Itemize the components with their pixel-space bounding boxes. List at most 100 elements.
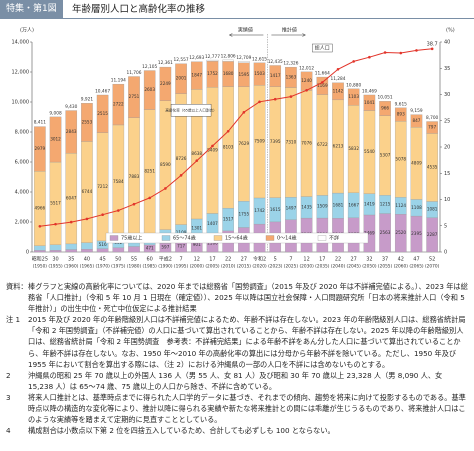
rate-point	[85, 217, 89, 221]
chart: (万人) (%) 0 2,000 4,000 6,000 8,000 10,000 12,0…	[12, 27, 455, 270]
segment-label: 1595	[239, 72, 250, 77]
y2-tick-label: 40	[444, 40, 450, 46]
y-tick-label: 14,000	[12, 40, 30, 46]
total-label: 12,105	[142, 64, 157, 70]
note: 資料： 棒グラフと実線の高齢化率については、2020 年までは総務省「国勢調査」（…	[6, 281, 468, 314]
note-key: 2	[6, 370, 11, 380]
bar-segment	[363, 94, 376, 111]
legend-swatch	[265, 235, 275, 241]
arrow	[271, 33, 306, 37]
y-tick-label: 10,000	[12, 100, 30, 106]
segment-label: 8638	[191, 151, 202, 156]
legend-label: 75歳以上	[121, 235, 142, 242]
x-era-label: 5	[274, 257, 277, 263]
x-era-label: 50	[115, 257, 121, 263]
rate-point	[415, 49, 418, 52]
x-era-label: 12	[303, 257, 309, 263]
rate-point	[336, 68, 340, 71]
legend-swatch	[109, 235, 119, 241]
y-tick-label: 2,000	[15, 220, 29, 226]
bar-segment	[65, 243, 78, 250]
bar-segment	[34, 250, 46, 253]
segment-label: 1103	[348, 94, 359, 99]
legend-label: 不詳	[329, 235, 339, 242]
y-tick-label: 12,000	[12, 70, 30, 76]
y-tick-label: 0	[26, 250, 29, 256]
total-label: 10,469	[362, 88, 377, 94]
x-era-label: 22	[225, 257, 231, 263]
x-tick-label: (2035)	[315, 264, 330, 270]
x-tick-label: (1965)	[80, 264, 95, 270]
bar-segment	[81, 242, 93, 250]
segment-label: 7395	[270, 139, 281, 144]
total-label: 11,194	[111, 78, 126, 84]
figure-tag: 特集・第1図	[0, 0, 63, 19]
x-era-label: 27	[241, 257, 247, 263]
segment-label: 893	[397, 111, 405, 116]
bar-segment	[128, 76, 140, 118]
note: 4 構成割合は小数点以下第 2 位を四捨五入しているため、合計しても必ずしも 10…	[6, 425, 468, 436]
segment-label: 1680	[223, 71, 234, 76]
notes: 資料： 棒グラフと実線の高齢化率については、2020 年までは総務省「国勢調査」（…	[6, 281, 468, 436]
y-unit: (万人)	[20, 28, 34, 34]
arrow	[229, 33, 264, 37]
total-label: 9,921	[81, 97, 94, 103]
y2-tick-label: 5	[444, 223, 447, 229]
rate-point	[383, 51, 387, 54]
rate-point	[226, 129, 230, 133]
segment-label: 1215	[380, 201, 391, 206]
rate-point	[321, 81, 324, 84]
y2-tick-label: 0	[444, 250, 447, 256]
legend-label: 0〜14歳	[277, 235, 297, 242]
segment-label: 2553	[82, 119, 93, 124]
bar-segment	[49, 244, 62, 251]
segment-label: 1417	[270, 73, 281, 78]
x-era-label: 35	[68, 257, 74, 263]
callout-box	[312, 43, 333, 53]
rate-point	[148, 196, 151, 200]
x-tick-label: (2025)	[284, 264, 299, 270]
legend-box	[105, 232, 369, 244]
x-era-label: 17	[209, 257, 215, 263]
x-tick-label: (2023)	[268, 264, 283, 270]
y2-tick-label: 30	[444, 92, 450, 98]
total-label: 12,557	[174, 57, 189, 63]
x-era-label: 32	[366, 257, 372, 263]
x-tick-label: (2010)	[221, 264, 236, 270]
segment-label: 2722	[113, 102, 124, 107]
y2-tick-label: 25	[444, 118, 450, 124]
x-tick-label: (2020)	[252, 264, 267, 270]
rate-point	[242, 111, 246, 114]
bar-segment	[410, 114, 423, 128]
rate-point	[352, 60, 355, 63]
y2-tick-label: 20	[444, 145, 450, 151]
total-label: 8,700	[426, 115, 439, 121]
segment-label: 797	[428, 124, 436, 129]
segment-label: 1847	[191, 73, 202, 78]
rate-point	[38, 224, 42, 228]
bar-segment	[253, 62, 266, 86]
x-era-label: 7	[179, 257, 182, 263]
rate-label: 38.7	[427, 41, 438, 47]
segment-label: 4809	[411, 160, 422, 165]
bar-segment	[269, 65, 282, 87]
x-tick-label: (2000)	[190, 264, 205, 270]
total-label: 9,430	[65, 104, 78, 110]
segment-label: 1517	[223, 217, 234, 222]
segment-label: 1109	[176, 230, 187, 235]
total-label: 9,615	[395, 101, 408, 107]
x-era-label: 令和2	[253, 256, 266, 263]
bar-segment	[285, 66, 297, 88]
segment-label: 1742	[254, 208, 265, 213]
total-label: 12,777	[205, 54, 220, 60]
segment-label: 1681	[333, 203, 344, 208]
bar-segment	[65, 110, 78, 154]
segment-label: 1755	[239, 211, 250, 216]
header: 特集・第1図 年齢層別人口と高齢化率の推移	[0, 0, 474, 19]
note-key: 4	[6, 426, 11, 436]
bar-segment	[159, 66, 172, 101]
segment-label: 597	[161, 245, 169, 250]
x-tick-label: (2060)	[394, 264, 409, 270]
segment-label: 5517	[50, 200, 61, 205]
rate-point	[54, 222, 57, 226]
